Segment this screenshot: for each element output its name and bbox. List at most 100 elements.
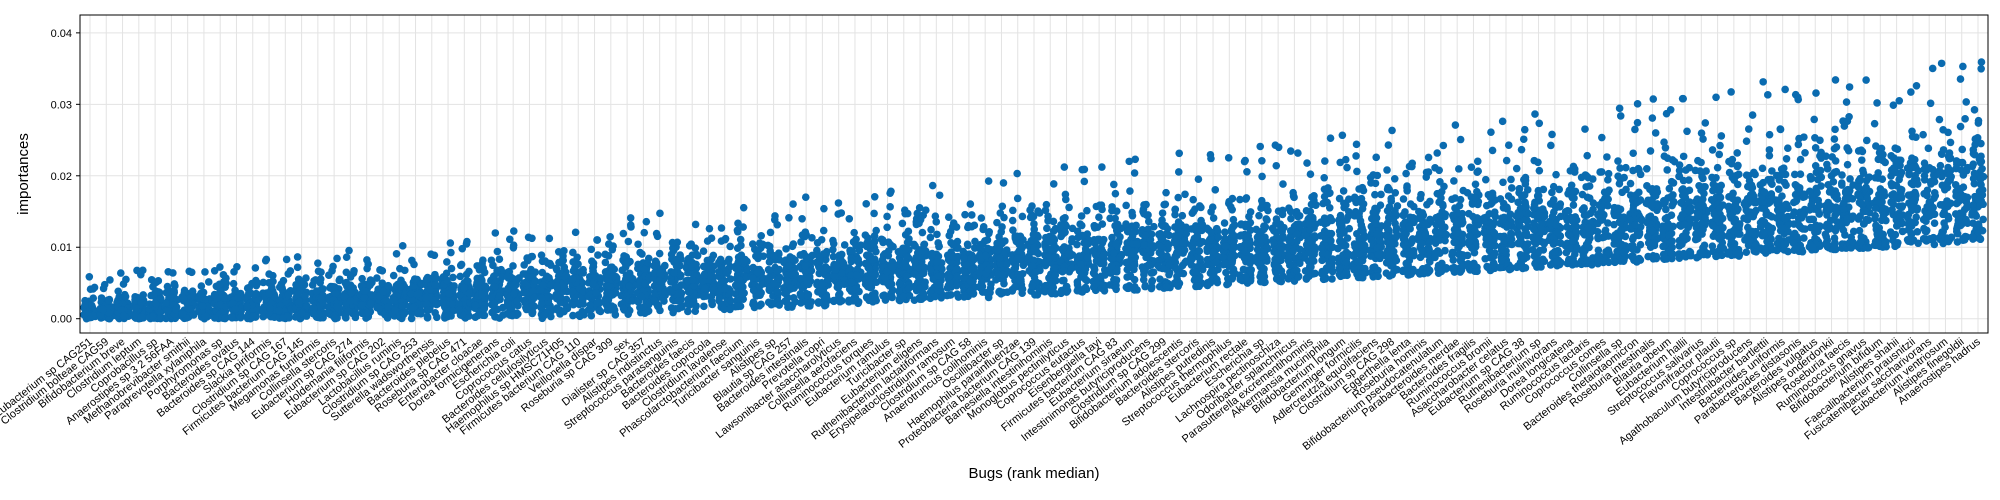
data-point bbox=[1148, 283, 1156, 291]
data-point bbox=[1109, 249, 1118, 257]
data-point bbox=[480, 304, 489, 313]
data-point bbox=[606, 233, 614, 241]
data-point bbox=[1305, 236, 1314, 245]
data-point bbox=[1203, 281, 1212, 290]
data-point bbox=[740, 257, 748, 265]
data-point bbox=[1285, 261, 1294, 269]
data-point bbox=[961, 210, 969, 219]
data-point bbox=[1240, 157, 1249, 166]
data-point bbox=[1029, 230, 1038, 239]
data-point bbox=[538, 268, 547, 277]
data-point bbox=[1237, 220, 1245, 229]
data-point bbox=[1080, 165, 1089, 174]
data-point bbox=[1256, 228, 1265, 236]
data-point bbox=[201, 268, 209, 276]
data-point bbox=[116, 269, 125, 277]
data-point bbox=[685, 287, 694, 296]
data-point bbox=[479, 256, 487, 264]
data-point bbox=[197, 289, 205, 298]
data-point bbox=[949, 253, 957, 261]
data-point bbox=[414, 289, 423, 298]
data-point bbox=[854, 255, 863, 264]
data-point bbox=[293, 312, 301, 321]
data-point bbox=[589, 280, 597, 288]
data-point bbox=[656, 276, 664, 285]
data-point bbox=[960, 254, 968, 263]
data-point bbox=[471, 313, 480, 321]
data-point bbox=[1122, 283, 1131, 291]
data-point bbox=[1286, 147, 1295, 155]
data-point bbox=[1170, 232, 1179, 241]
data-point bbox=[197, 282, 206, 290]
data-point bbox=[1303, 159, 1311, 167]
data-point bbox=[1274, 143, 1283, 152]
data-point bbox=[1207, 267, 1216, 275]
data-point bbox=[1157, 234, 1165, 243]
data-point bbox=[755, 239, 764, 248]
data-point bbox=[528, 252, 537, 261]
data-point bbox=[414, 308, 423, 317]
data-point bbox=[720, 305, 729, 314]
data-point bbox=[787, 284, 796, 293]
data-point bbox=[734, 219, 742, 228]
data-point bbox=[868, 256, 877, 264]
data-point bbox=[993, 246, 1002, 254]
data-point bbox=[754, 250, 762, 259]
data-point bbox=[331, 314, 339, 323]
data-point bbox=[1061, 228, 1069, 237]
data-point bbox=[330, 283, 339, 291]
data-point bbox=[1158, 209, 1167, 217]
data-point bbox=[1040, 287, 1049, 296]
data-point bbox=[114, 287, 123, 296]
data-point bbox=[886, 240, 895, 249]
data-point bbox=[1181, 258, 1189, 267]
data-point bbox=[99, 284, 108, 293]
data-point bbox=[1073, 240, 1081, 249]
data-point bbox=[626, 214, 635, 222]
data-point bbox=[1209, 248, 1218, 256]
data-point bbox=[574, 311, 583, 319]
data-point bbox=[877, 235, 886, 244]
data-point bbox=[1259, 275, 1268, 284]
data-point bbox=[262, 255, 271, 264]
data-point bbox=[764, 241, 772, 250]
data-point bbox=[293, 263, 302, 272]
data-point bbox=[243, 302, 251, 311]
data-point bbox=[901, 231, 910, 239]
data-point bbox=[699, 292, 708, 301]
data-point bbox=[1034, 207, 1042, 215]
data-point bbox=[522, 289, 531, 298]
data-point bbox=[1236, 275, 1245, 284]
data-point bbox=[785, 262, 793, 270]
data-point bbox=[872, 247, 880, 256]
data-point bbox=[945, 273, 953, 281]
data-point bbox=[749, 286, 758, 295]
data-point bbox=[1122, 201, 1130, 210]
data-point bbox=[1092, 279, 1101, 288]
data-point bbox=[823, 264, 831, 273]
data-point bbox=[342, 268, 351, 277]
data-point bbox=[595, 307, 604, 315]
data-point bbox=[998, 223, 1006, 231]
data-point bbox=[1128, 208, 1136, 217]
data-point bbox=[1243, 168, 1251, 176]
data-point bbox=[783, 277, 792, 285]
data-point bbox=[691, 244, 700, 253]
data-point bbox=[1257, 235, 1265, 244]
data-point bbox=[699, 247, 708, 255]
data-point bbox=[920, 240, 928, 249]
data-point bbox=[650, 261, 659, 270]
data-point bbox=[952, 223, 961, 231]
data-point bbox=[1203, 260, 1212, 269]
data-point bbox=[458, 244, 467, 253]
data-point bbox=[654, 302, 662, 311]
data-point bbox=[375, 304, 384, 313]
data-point bbox=[1145, 260, 1153, 269]
data-point bbox=[1293, 266, 1301, 275]
data-point bbox=[1083, 206, 1091, 215]
data-point bbox=[960, 268, 969, 276]
data-point bbox=[700, 302, 708, 311]
data-point bbox=[1308, 193, 1316, 202]
data-point bbox=[1228, 274, 1236, 283]
data-point bbox=[1116, 233, 1124, 241]
